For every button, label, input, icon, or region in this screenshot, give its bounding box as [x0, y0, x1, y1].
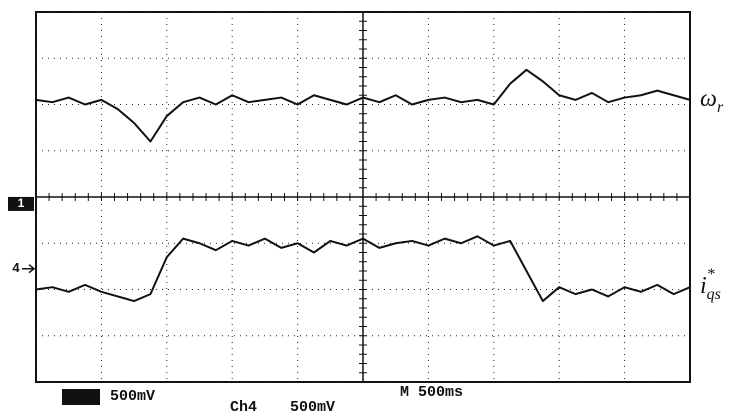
legend-sup: * — [707, 266, 715, 283]
legend-label: ωr — [700, 85, 724, 115]
channel-arrow — [22, 265, 34, 273]
chart: ωr i* qs 1 4 500mV Ch4 500mV M 500ms — [0, 0, 755, 415]
scope-setting: 500mV — [290, 399, 335, 415]
scope-setting: Ch4 — [230, 399, 257, 415]
legend-sub: r — [717, 99, 724, 116]
scope-setting: M 500ms — [400, 384, 463, 401]
legend-label: i* qs — [700, 266, 721, 303]
channel-box — [62, 389, 100, 405]
channel-marker: 1 — [18, 196, 25, 210]
legend-name: i — [700, 273, 707, 299]
channel-marker: 4 — [12, 260, 20, 275]
scope-setting: 500mV — [110, 388, 155, 405]
legend-sub: qs — [707, 286, 721, 303]
legend-name: ω — [700, 85, 717, 111]
